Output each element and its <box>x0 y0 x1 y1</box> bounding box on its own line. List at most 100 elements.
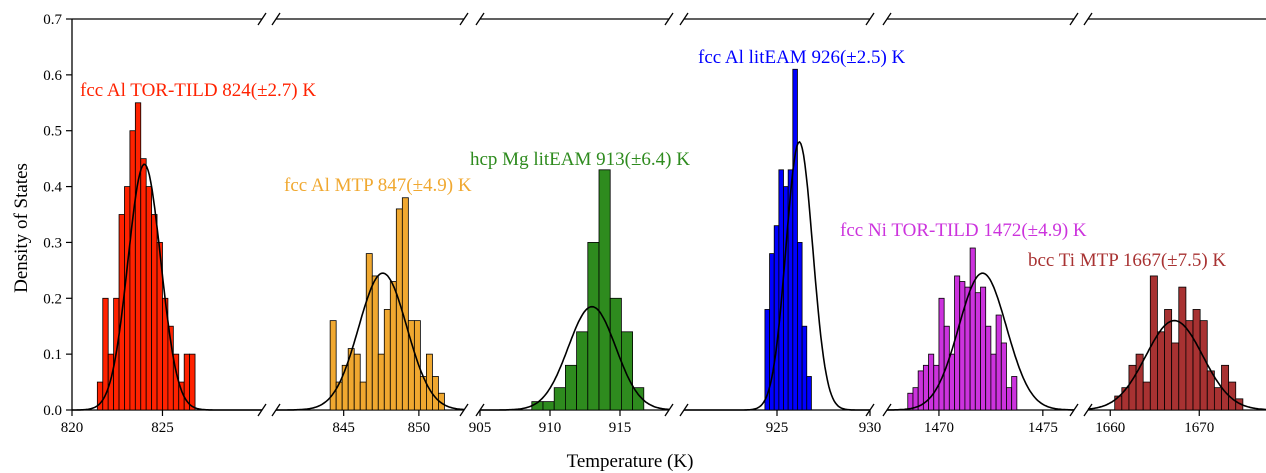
histogram-bar <box>980 286 987 411</box>
histogram-bar <box>990 353 997 411</box>
axis-break-mark <box>882 403 892 417</box>
histogram-bar <box>124 186 131 411</box>
distribution-label: fcc Al litEAM 926(±2.5) K <box>698 47 906 68</box>
histogram-bar <box>1171 342 1180 411</box>
axis-break-mark <box>1069 403 1079 417</box>
histogram-bar <box>1128 364 1137 411</box>
histogram-bar <box>943 325 950 411</box>
axis-break-mark <box>664 12 674 26</box>
histogram-bar <box>598 169 611 411</box>
x-tick-label: 915 <box>609 420 632 436</box>
axis-break-mark <box>459 403 469 417</box>
axis-break-mark <box>271 403 281 417</box>
histogram-bar <box>1149 275 1158 411</box>
axis-break-mark <box>865 403 875 417</box>
distribution-label: fcc Al MTP 847(±4.9) K <box>284 175 472 196</box>
histogram-bar <box>413 320 421 411</box>
histogram-bar <box>792 68 798 411</box>
axis-break-mark <box>1069 12 1079 26</box>
histogram-bar <box>129 130 136 411</box>
histogram-bar <box>974 292 981 411</box>
y-tick-label: 0.7 <box>43 12 62 28</box>
histogram-bar <box>948 353 955 411</box>
histogram-bar <box>1213 387 1222 411</box>
histogram-bar <box>145 186 153 411</box>
histogram-bar <box>1006 387 1013 411</box>
histogram-bar <box>140 158 147 411</box>
axis-break-mark <box>271 12 281 26</box>
axis-break-mark <box>475 12 485 26</box>
histogram-bar <box>371 275 379 411</box>
histogram-bar <box>107 353 115 411</box>
x-tick-label: 825 <box>151 420 174 436</box>
histogram-bar <box>621 331 634 411</box>
histogram-bar <box>432 376 439 411</box>
axis-break-mark <box>257 12 267 26</box>
x-tick-label: 1660 <box>1095 420 1125 436</box>
y-tick-label: 0.0 <box>43 403 62 419</box>
axis-break-mark <box>882 12 892 26</box>
histogram-bar <box>189 353 196 411</box>
histogram-bar <box>1000 342 1007 411</box>
histogram-bar <box>969 247 976 411</box>
histogram-bar <box>1142 381 1151 411</box>
gaussian-fit-curve <box>886 272 1074 411</box>
histogram-bar <box>954 275 961 411</box>
histogram-bar <box>773 225 780 411</box>
gaussian-fit-curve <box>480 305 670 411</box>
histogram-bar <box>995 314 1002 411</box>
y-tick-label: 0.6 <box>43 68 62 84</box>
histogram-bar <box>801 325 808 411</box>
x-tick-label: 1670 <box>1184 420 1214 436</box>
y-tick-label: 0.3 <box>43 235 62 251</box>
histogram-bar <box>928 353 935 411</box>
x-tick-label: 820 <box>61 420 84 436</box>
histogram-bar <box>151 214 158 411</box>
histogram-bar <box>1178 286 1187 411</box>
histogram-bar <box>542 401 555 411</box>
histogram-bar <box>377 353 385 411</box>
histogram-bar <box>985 325 992 411</box>
gaussian-fit-curve <box>276 272 465 411</box>
y-tick-label: 0.1 <box>43 347 62 363</box>
x-tick-label: 905 <box>469 420 492 436</box>
histogram-bar <box>1192 309 1201 411</box>
axis-break-mark <box>257 403 267 417</box>
histogram-bar <box>553 387 566 411</box>
y-tick-label: 0.5 <box>43 124 62 140</box>
histogram-bar <box>383 309 391 411</box>
histogram-bar <box>1185 320 1194 411</box>
histogram-bar <box>565 364 578 411</box>
axis-break-mark <box>679 403 689 417</box>
x-tick-label: 850 <box>408 420 431 436</box>
histogram-bar <box>797 242 803 411</box>
histogram-bar <box>365 253 373 411</box>
distribution-label: fcc Al TOR-TILD 824(±2.7) K <box>80 80 316 101</box>
x-tick-label: 1470 <box>924 420 954 436</box>
axis-break-mark <box>459 12 469 26</box>
histogram-bar <box>609 297 622 411</box>
histogram-bar <box>1206 370 1215 411</box>
distribution-label: bcc Ti MTP 1667(±7.5) K <box>1028 250 1226 271</box>
axis-break-mark <box>475 403 485 417</box>
histogram-bar <box>632 387 645 411</box>
histogram-bar <box>587 242 600 411</box>
histogram-bar <box>1157 331 1165 411</box>
gaussian-fit-curve <box>72 163 262 411</box>
histogram-bar <box>425 353 433 411</box>
histogram-bar <box>401 197 409 411</box>
gaussian-fit-curve <box>1087 319 1266 411</box>
histogram-bar <box>341 364 349 411</box>
x-tick-label: 930 <box>859 420 882 436</box>
histogram-bar <box>1011 376 1018 411</box>
histogram-bar <box>389 281 397 411</box>
x-tick-label: 910 <box>539 420 562 436</box>
x-tick-label: 845 <box>332 420 355 436</box>
distribution-label: fcc Ni TOR-TILD 1472(±4.9) K <box>840 220 1087 241</box>
histogram-bar <box>134 102 142 411</box>
histogram-bar <box>359 381 367 411</box>
axis-break-mark <box>679 12 689 26</box>
histogram-bar <box>576 331 589 411</box>
histogram-bar <box>938 297 945 411</box>
